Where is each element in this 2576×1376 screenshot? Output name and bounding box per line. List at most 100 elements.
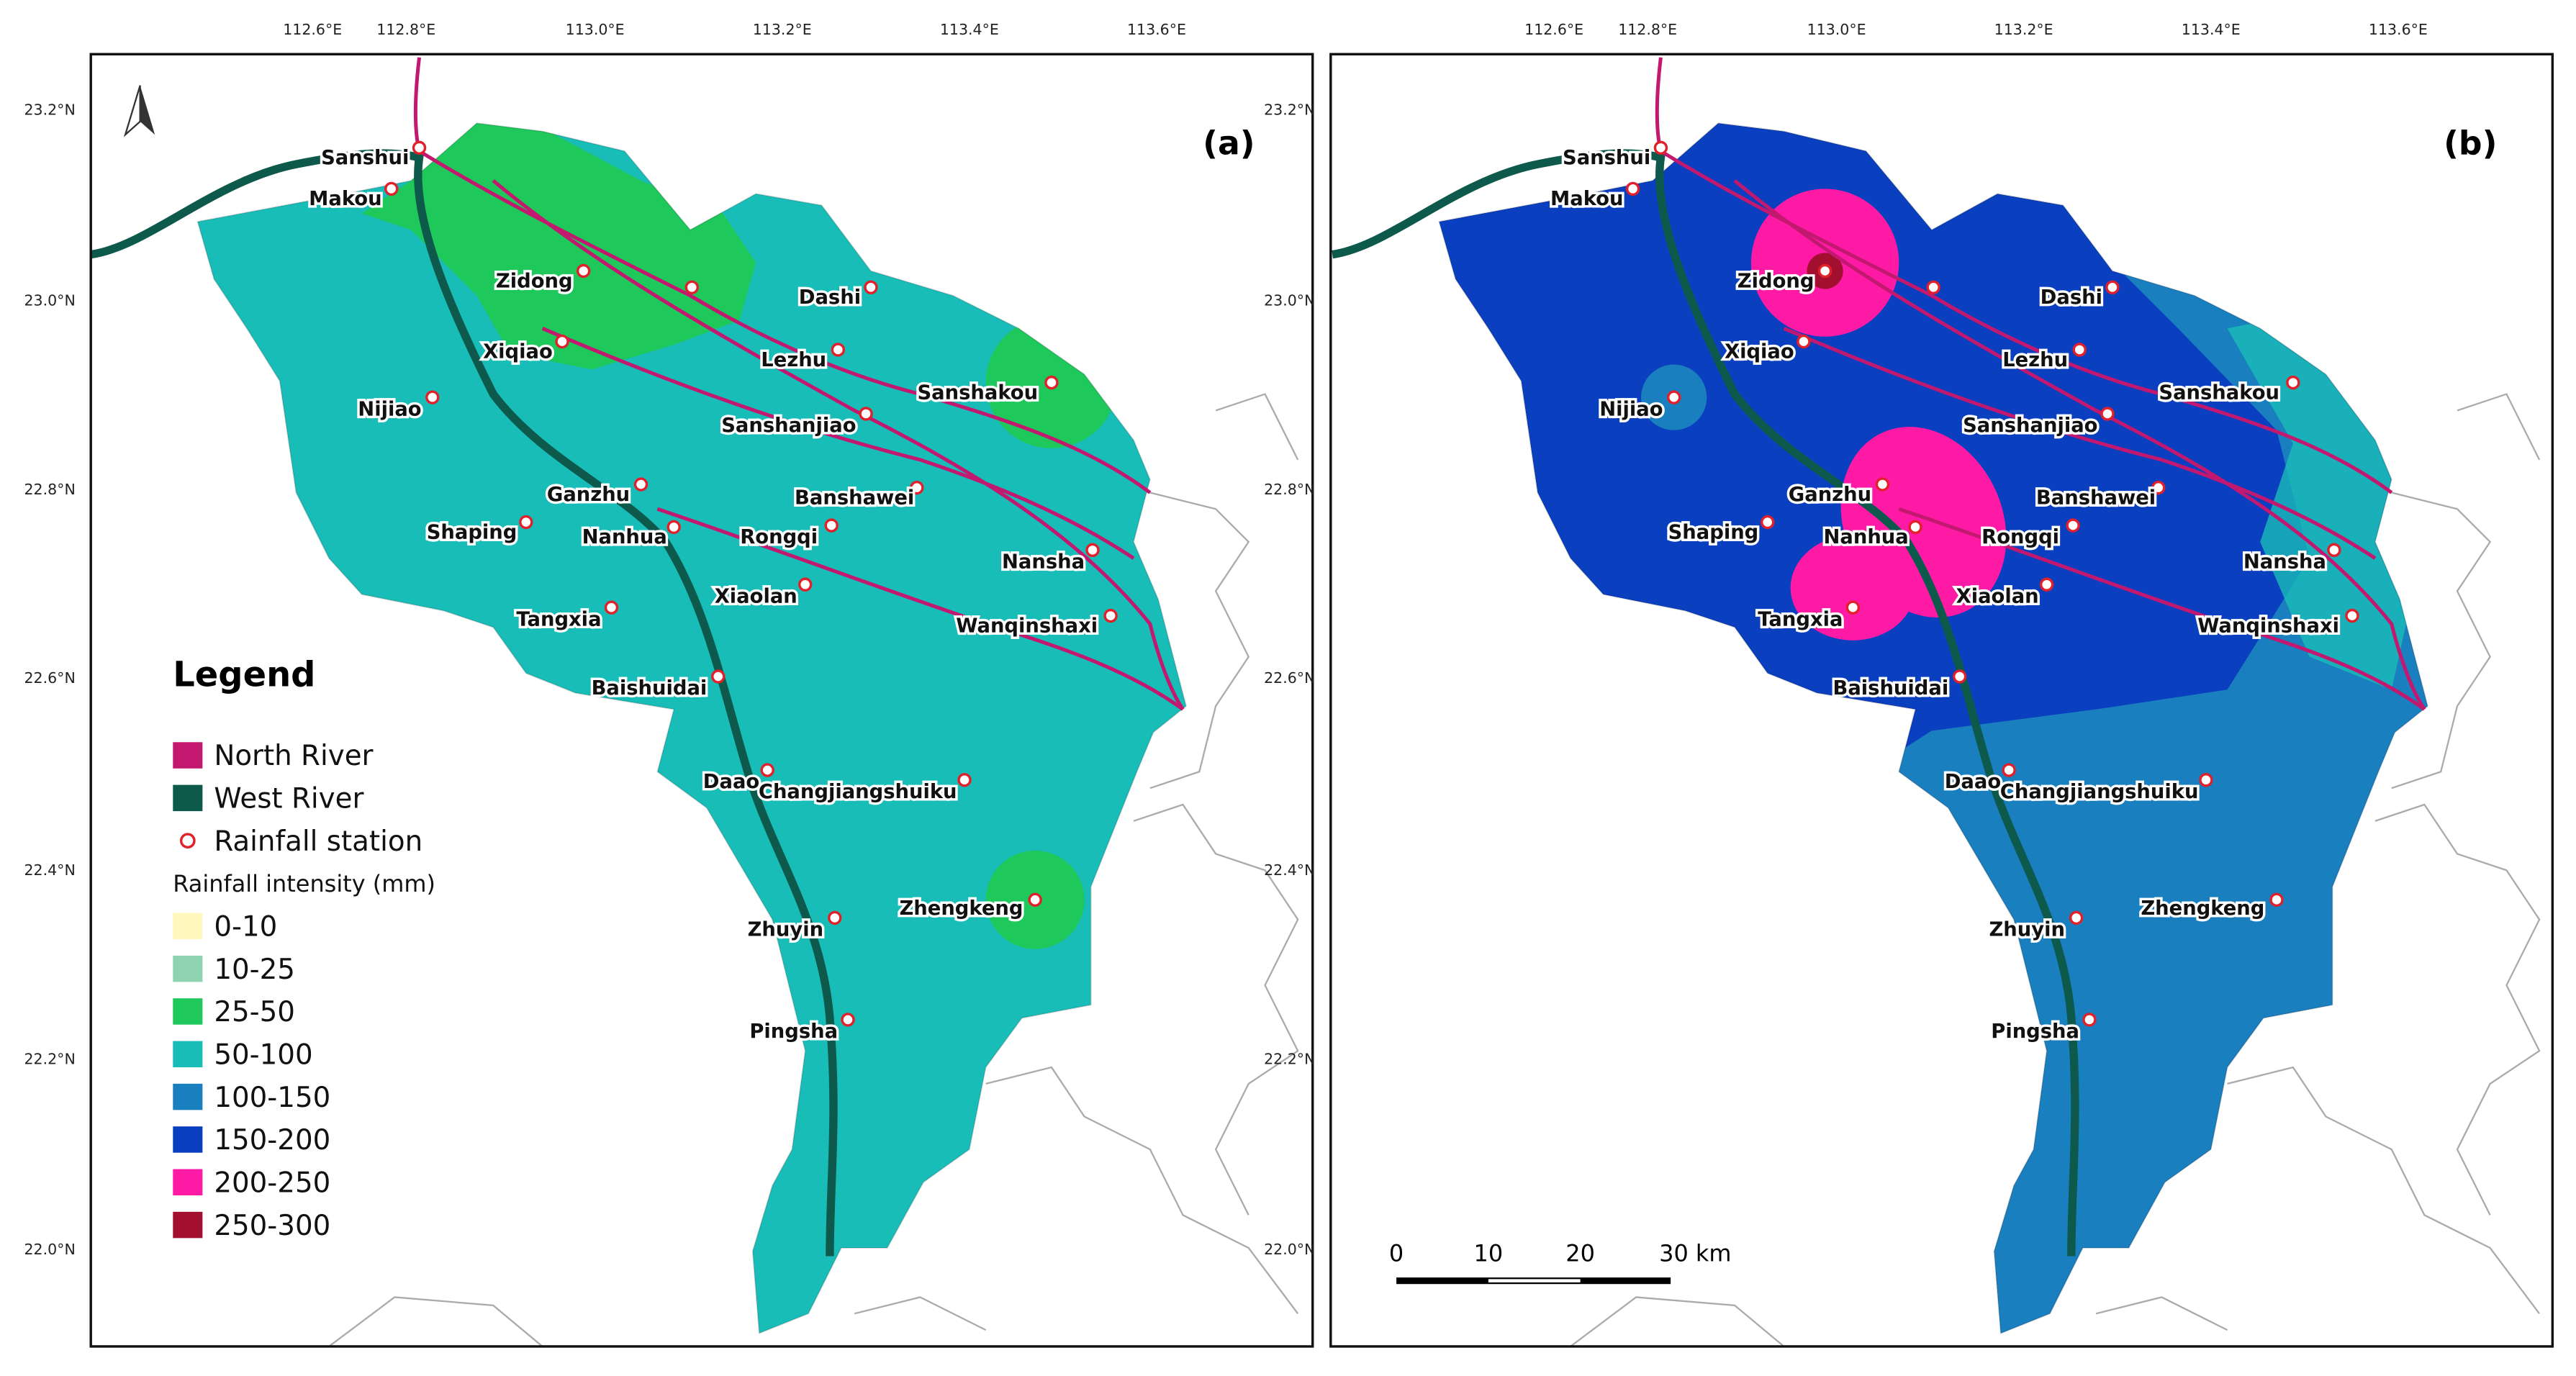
lon-tick-label: 113.4°E <box>940 21 999 38</box>
lat-tick-label: 22.8°N <box>24 481 76 498</box>
station <box>1085 543 1100 558</box>
coastline <box>2391 492 2492 789</box>
north-river <box>1783 327 2377 560</box>
legend-title: Legend <box>173 656 315 695</box>
station-label: Nijiao <box>358 398 421 420</box>
legend-station <box>179 833 196 849</box>
legend-label: 25-50 <box>214 996 295 1028</box>
station <box>555 334 569 349</box>
station-label: Sanshui <box>1563 147 1650 169</box>
station <box>1908 520 1922 535</box>
station-label: Zhuyin <box>748 919 823 941</box>
zone <box>361 123 756 370</box>
coastline <box>2457 393 2541 461</box>
station <box>1625 181 1640 196</box>
scale-label: 0 <box>1389 1239 1404 1267</box>
station <box>2072 343 2087 357</box>
station-label: Daao <box>703 771 759 793</box>
north-arrow <box>140 85 155 135</box>
lat-tick-label: 23.2°N <box>1264 101 1315 119</box>
station-label: Dashi <box>799 286 861 309</box>
station-label: Zidong <box>496 270 573 292</box>
station <box>425 390 440 404</box>
station <box>1028 892 1042 907</box>
north-river <box>1898 507 2426 711</box>
legend-swatch <box>173 955 203 982</box>
north-river <box>1733 179 2426 711</box>
station <box>760 763 774 777</box>
station-label: Rongqi <box>740 526 818 548</box>
station <box>828 910 842 925</box>
panel-frame <box>89 53 1314 1348</box>
legend-label: West River <box>214 783 363 815</box>
coastline <box>854 1296 987 1331</box>
station-label: Lezhu <box>2002 349 2068 371</box>
station <box>2199 773 2213 787</box>
station-label: Pingsha <box>1991 1020 2079 1043</box>
station <box>824 518 839 533</box>
legend-label: 10-25 <box>214 954 295 986</box>
lat-tick-label: 22.4°N <box>1264 861 1315 879</box>
station <box>604 600 619 615</box>
legend-label: 250-300 <box>214 1210 330 1242</box>
coastline <box>985 1066 1299 1314</box>
legend-swatch <box>173 1211 203 1239</box>
station-label: Shaping <box>1668 521 1759 543</box>
station-label: Tangxia <box>1758 608 1843 630</box>
station <box>1797 334 1811 349</box>
station <box>1044 375 1059 390</box>
map-layer: Sanshui Makou Zidong Dashi Xiqiao Lezhu Sansha… <box>91 57 1299 1346</box>
legend-swatch <box>173 998 203 1025</box>
station-label: Sanshakou <box>917 381 1038 404</box>
zone <box>197 123 1187 1334</box>
coastline <box>328 1296 543 1346</box>
station-label: Sanshakou <box>2159 381 2279 404</box>
station <box>1103 608 1118 623</box>
coastline <box>1133 803 1299 1216</box>
station <box>1952 669 1967 684</box>
station <box>798 577 813 592</box>
station-label: Ganzhu <box>547 484 630 506</box>
station-label: Ganzhu <box>1789 484 1871 506</box>
coastline <box>2227 1066 2541 1314</box>
station-label: Makou <box>309 188 381 210</box>
panel-label: (a) <box>1203 124 1255 162</box>
station <box>1875 477 1890 492</box>
station-label: Rongqi <box>1981 526 2059 548</box>
station <box>711 669 726 684</box>
coastline <box>1570 1296 1785 1346</box>
coastline <box>1215 393 1299 461</box>
lon-tick-label: 112.6°E <box>1524 21 1583 38</box>
station <box>384 181 399 196</box>
station <box>1845 600 1861 615</box>
station-label: Changjiangshuiku <box>2000 781 2199 803</box>
station-label: Xiaolan <box>715 585 797 607</box>
station <box>412 140 427 155</box>
station <box>2151 480 2166 495</box>
station-label: Nanhua <box>582 526 667 548</box>
legend-swatch <box>173 1169 203 1196</box>
coastline <box>2374 803 2541 1216</box>
station <box>1761 515 1775 530</box>
station <box>831 343 846 357</box>
legend-swatch <box>173 1126 203 1153</box>
lat-tick-label: 22.2°N <box>24 1050 76 1067</box>
station-label: Zhengkeng <box>899 897 1023 920</box>
station-label: Nansha <box>1002 551 1085 573</box>
station <box>2002 763 2016 777</box>
legend-label: 50-100 <box>214 1038 312 1071</box>
west-river <box>91 149 838 1257</box>
panel-frame <box>1329 53 2554 1348</box>
station <box>666 520 681 535</box>
legend-swatch <box>173 1083 203 1110</box>
rainfall-zones <box>197 123 1187 1334</box>
lon-tick-label: 113.2°E <box>1994 21 2053 38</box>
zone <box>1790 535 1916 641</box>
lat-tick-label: 22.0°N <box>1264 1241 1315 1258</box>
station <box>2105 280 2120 294</box>
panel-a: Sanshui Makou Zidong Dashi Xiqiao Lezhu Sansha… <box>91 57 1299 1346</box>
coastline <box>2095 1296 2228 1331</box>
legend-label: North River <box>214 740 373 772</box>
station <box>2327 543 2341 558</box>
station <box>2069 910 2084 925</box>
